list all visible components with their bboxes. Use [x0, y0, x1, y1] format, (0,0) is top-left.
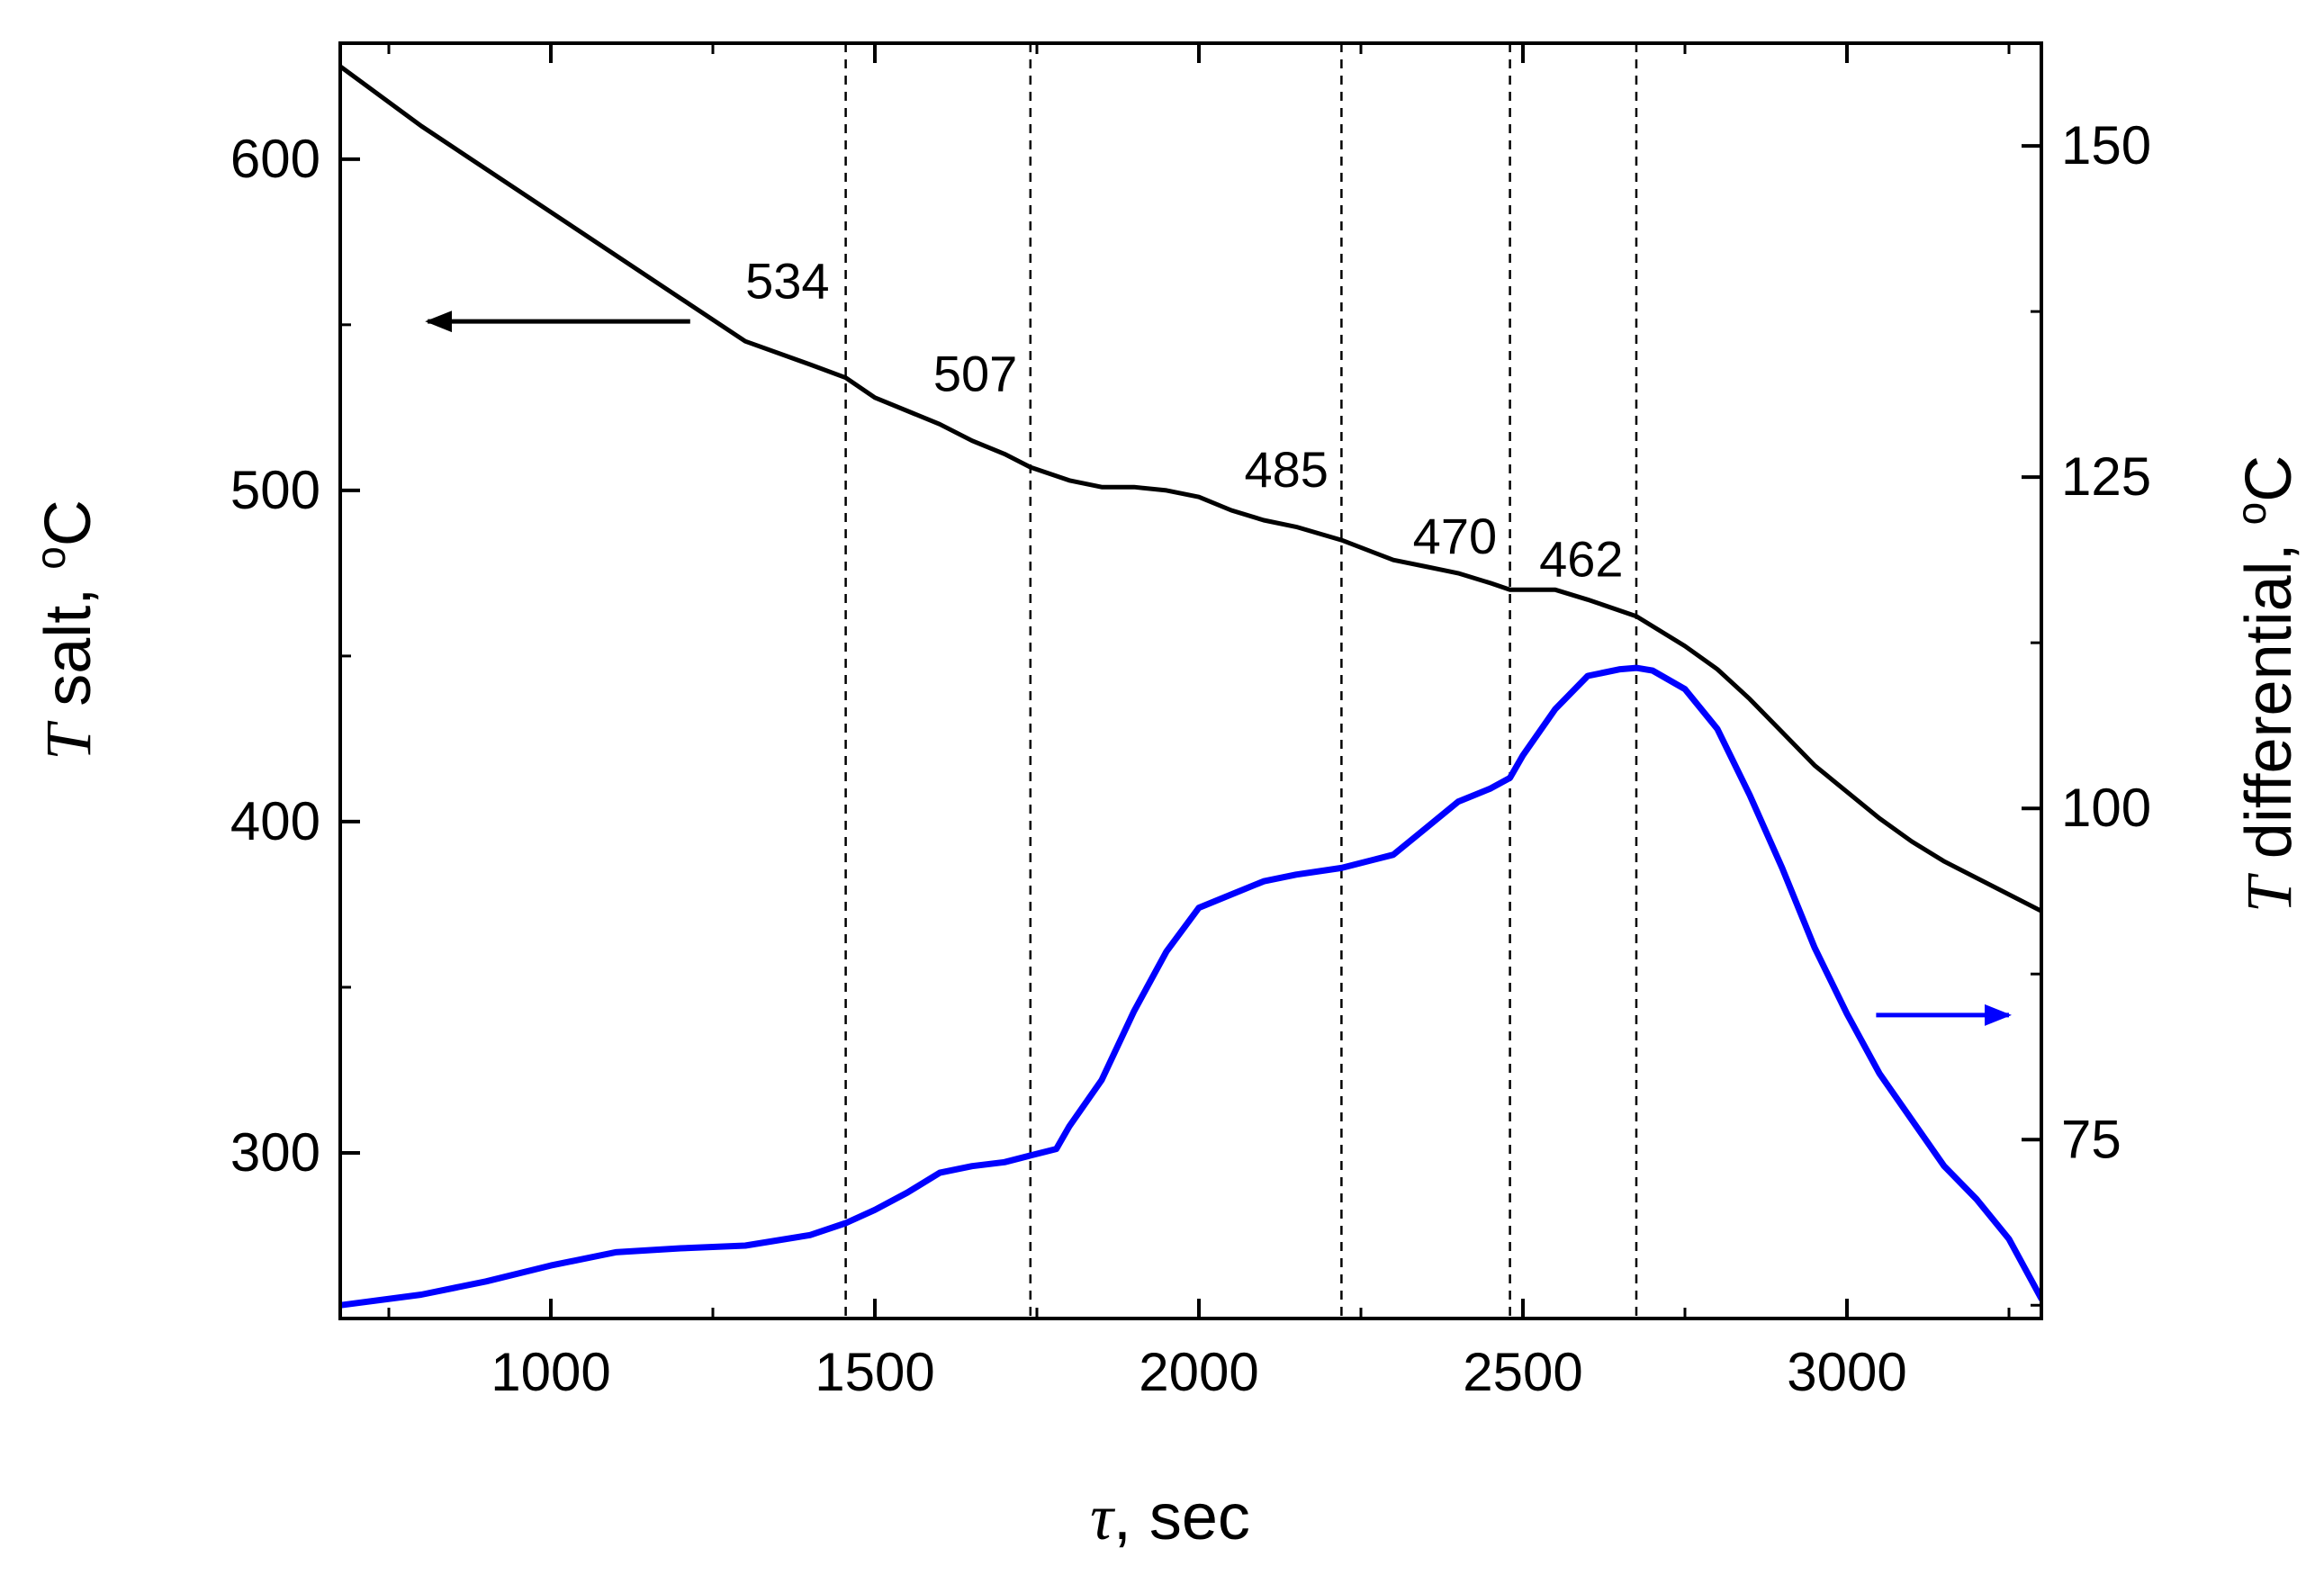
y-left-title-sup: o	[27, 546, 74, 570]
axes: 1000 1500 2000 2500 3000 300 400 500 600 75 100 125…	[230, 41, 2151, 1402]
x-tick-label: 1000	[491, 1342, 610, 1402]
x-tick-label: 2000	[1139, 1342, 1258, 1402]
y-axis-left-title: T salt, oC	[27, 500, 104, 760]
y-right-tick-label: 125	[2061, 446, 2151, 507]
y-left-title-symbol: T	[32, 720, 104, 760]
series-group	[340, 64, 2041, 1309]
t-differential-line	[340, 664, 2041, 1309]
y-left-tick-label: 600	[230, 129, 320, 189]
x-axis-title: τ, sec	[1090, 1481, 1250, 1553]
y-axis-right-title: T differential, oC	[2228, 455, 2305, 914]
temperature-annotation: 534	[745, 252, 829, 309]
y-right-title-unit: C	[2233, 455, 2305, 502]
y-right-title-text: differential,	[2233, 525, 2305, 877]
y-right-title-symbol: T	[2233, 872, 2305, 913]
y-right-tick-label: 150	[2061, 115, 2151, 176]
x-tick-label: 3000	[1787, 1342, 1906, 1402]
y-right-title-sup: o	[2228, 502, 2274, 526]
plot-area	[340, 43, 2041, 1318]
x-axis-title-text: , sec	[1113, 1481, 1250, 1553]
y-left-tick-label: 400	[230, 791, 320, 851]
y-left-tick-label: 300	[230, 1122, 320, 1183]
x-axis-title-symbol: τ	[1090, 1481, 1115, 1553]
temperature-annotation: 462	[1539, 531, 1623, 588]
y-left-title-text: salt,	[32, 570, 104, 724]
y-right-tick-label: 75	[2061, 1109, 2121, 1169]
t-salt-line	[340, 64, 2041, 914]
temperature-annotation: 507	[933, 345, 1017, 401]
temperature-annotation: 485	[1244, 441, 1328, 498]
temperature-annotation: 470	[1413, 508, 1497, 564]
y-left-tick-label: 500	[230, 460, 320, 520]
annotations: 534 507 485 470 462	[425, 252, 2012, 1026]
x-tick-label: 1500	[815, 1342, 934, 1402]
y-left-title-unit: C	[32, 500, 104, 546]
y-right-tick-label: 100	[2061, 778, 2151, 838]
x-tick-label: 2500	[1463, 1342, 1582, 1402]
plot-frame	[338, 41, 2043, 1320]
